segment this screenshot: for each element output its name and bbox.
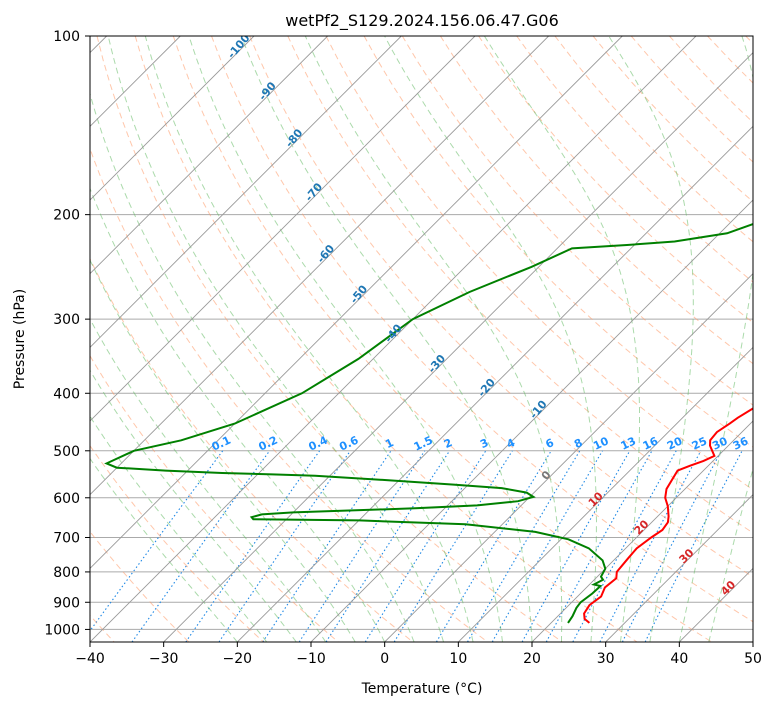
dry-adiabat-label: -40 [382, 321, 405, 345]
dry-adiabat-label: -50 [348, 282, 371, 306]
moist-adiabat-line [305, 36, 561, 642]
x-tick-label: 30 [597, 651, 615, 667]
moist-adiabat-line [709, 36, 775, 642]
grid-layer [90, 36, 753, 629]
plot-frame [90, 36, 753, 642]
moist-adiabat-line [385, 36, 597, 642]
x-tick-label: −20 [223, 651, 253, 667]
isotherm-line [679, 36, 775, 642]
dry-adiabat-line [479, 36, 775, 642]
y-tick-label: 900 [53, 595, 80, 611]
isotherm-line [458, 36, 775, 642]
moist-adiabat-line [24, 36, 356, 642]
dry-adiabat-label: -80 [283, 126, 306, 150]
moist-adiabat-label: 10 [586, 489, 606, 509]
mixing-ratio-label: 13 [619, 435, 638, 453]
mixing-ratio-label: 16 [641, 434, 661, 452]
mixing-ratio-line [573, 451, 676, 642]
dry-adiabat-line [21, 36, 413, 642]
isotherm-line [16, 36, 622, 642]
temperature-profile-line [584, 36, 775, 623]
x-tick-label: −10 [296, 651, 326, 667]
isotherm-line [753, 36, 775, 642]
isotherm-line [237, 36, 775, 642]
mixing-ratio-line [82, 451, 223, 642]
isotherm-line [164, 36, 770, 642]
moist-adiabat-line [0, 36, 237, 642]
y-tick-label: 300 [53, 312, 80, 328]
dry-adiabat-label: -70 [302, 180, 325, 204]
y-tick-label: 1000 [44, 622, 80, 638]
dry-adiabat-line [746, 36, 775, 642]
mixing-ratio-label: 6 [544, 436, 557, 451]
dry-adiabat-line [708, 36, 775, 642]
x-tick-label: 0 [380, 651, 389, 667]
mixing-ratio-label: 4 [505, 436, 518, 451]
isotherm-line [0, 36, 401, 642]
mixing-ratio-label: 2 [442, 436, 454, 451]
mixing-ratio-label: 25 [690, 435, 709, 453]
isotherm-line [0, 36, 328, 642]
y-tick-label: 400 [53, 386, 80, 402]
mixing-ratio-line [468, 451, 580, 642]
moist-adiabat-label: 30 [677, 546, 697, 566]
dry-adiabat-label: 0 [539, 468, 554, 482]
dry-adiabat-line [0, 36, 189, 642]
mixing-ratio-label: 36 [731, 434, 751, 452]
dry-adiabat-line [59, 36, 488, 642]
moist-adiabat-line [145, 36, 473, 642]
x-tick-label: −40 [75, 651, 105, 667]
moist-adiabat-line [609, 36, 694, 642]
dry-adiabat-label: -10 [527, 398, 550, 422]
dry-adiabat-label: -30 [425, 352, 448, 376]
moist-adiabat-line [484, 36, 639, 642]
x-tick-label: 50 [744, 651, 762, 667]
x-axis: −40 −30 −20 −10 0 10 20 30 40 50 [75, 642, 762, 667]
x-tick-label: 10 [449, 651, 467, 667]
dry-adiabat-line [0, 36, 338, 642]
dry-adiabat-line [555, 36, 775, 642]
y-axis-label: Pressure (hPa) [12, 289, 28, 389]
dry-adiabat-label: -90 [256, 79, 279, 103]
chart-title: wetPf2_S129.2024.156.06.47.G06 [285, 11, 559, 31]
y-tick-label: 600 [53, 491, 80, 507]
moist-adiabat-line [189, 36, 503, 642]
moist-adiabat-label: 40 [718, 578, 738, 598]
x-tick-label: −30 [149, 651, 179, 667]
x-axis-label: Temperature (°C) [361, 681, 483, 697]
mixing-ratio-lines [82, 451, 742, 642]
isotherm-line [0, 36, 475, 642]
dry-adiabat-line [440, 36, 775, 642]
dry-adiabat-label: -60 [314, 242, 337, 266]
y-tick-label: 200 [53, 208, 80, 224]
mixing-ratio-label: 10 [591, 434, 611, 452]
isotherm-line [0, 36, 254, 642]
dewpoint-profile-line [107, 36, 775, 623]
x-tick-label: 20 [523, 651, 541, 667]
y-tick-label: 800 [53, 565, 80, 581]
isotherm-line [311, 36, 775, 642]
sounding-series [107, 36, 775, 623]
x-tick-label: 40 [670, 651, 688, 667]
y-tick-label: 700 [53, 531, 80, 547]
isotherm-line [532, 36, 775, 642]
mixing-ratio-line [436, 451, 551, 642]
y-axis: 100 200 300 400 500 600 700 800 900 1000 [44, 29, 90, 638]
y-tick-label: 500 [53, 444, 80, 460]
y-tick-label: 100 [53, 29, 80, 45]
